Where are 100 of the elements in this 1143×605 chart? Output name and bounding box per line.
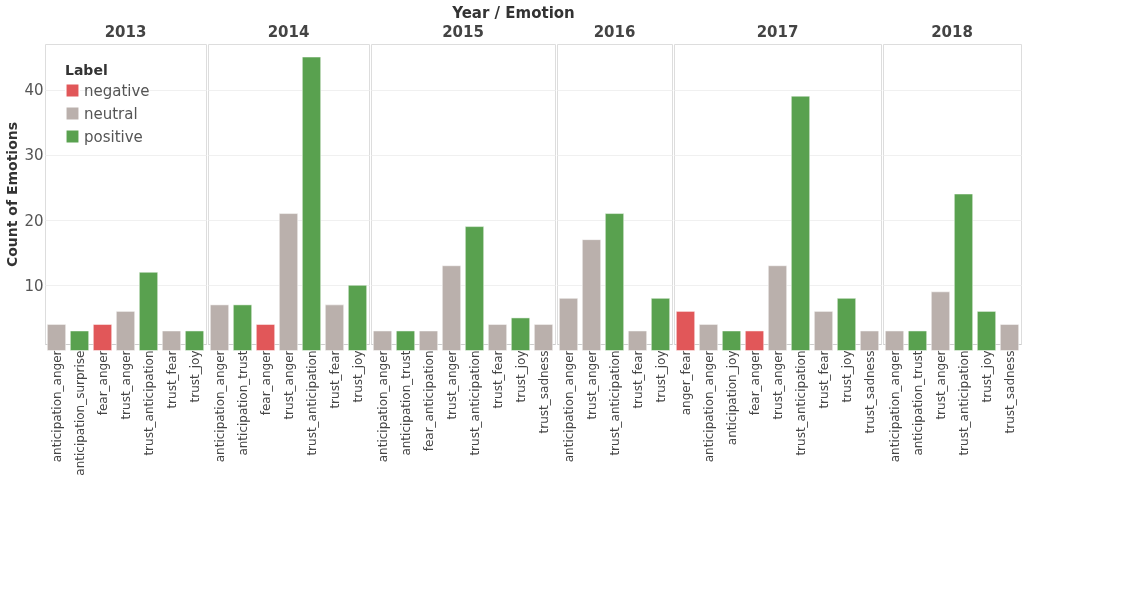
bar — [676, 311, 695, 351]
x-tick-label: trust_anticipation — [956, 350, 971, 456]
bar — [908, 330, 927, 351]
bar — [465, 226, 484, 351]
x-tick-label: trust_joy — [653, 350, 668, 403]
chart-title: 2018 — [931, 23, 973, 41]
x-tick-label: trust_anticipation — [141, 350, 156, 456]
bar — [373, 330, 392, 351]
legend-label: positive — [84, 127, 143, 146]
x-tick-label: trust_sadness — [536, 350, 551, 434]
bar — [837, 298, 856, 351]
bar — [977, 311, 996, 351]
y-tick-label: 10 — [24, 276, 44, 295]
bar — [302, 56, 321, 351]
x-tick-label: trust_anger — [118, 350, 133, 420]
chart-title: 2013 — [104, 23, 147, 41]
bar — [885, 330, 904, 351]
bar — [931, 291, 950, 351]
x-tick-label: anticipation_joy — [724, 350, 739, 446]
bar — [279, 213, 298, 351]
x-tick-label: trust_fear — [630, 350, 645, 409]
bar — [605, 213, 624, 351]
x-tick-label: anger_fear — [678, 350, 693, 416]
bar — [139, 272, 158, 351]
bar — [348, 285, 367, 351]
chart-title: 2015 — [442, 23, 484, 41]
x-tick-label: anticipation_anger — [375, 350, 390, 463]
x-tick-label: anticipation_anger — [561, 350, 576, 463]
bar — [559, 298, 578, 351]
x-tick-label: trust_joy — [350, 350, 365, 403]
x-tick-label: trust_fear — [327, 350, 342, 409]
bar — [954, 193, 973, 351]
x-tick-label: trust_joy — [187, 350, 202, 403]
bar — [745, 330, 764, 351]
x-tick-label: anticipation_anger — [887, 350, 902, 463]
x-tick-label: trust_anger — [584, 350, 599, 420]
x-tick-label: trust_anticipation — [467, 350, 482, 456]
bar — [768, 265, 787, 351]
bar — [628, 330, 647, 351]
x-tick-label: trust_joy — [839, 350, 854, 403]
x-tick-label: trust_fear — [490, 350, 505, 409]
x-tick-label: fear_anger — [747, 350, 762, 416]
y-tick-label: 30 — [24, 146, 44, 165]
legend-label: neutral — [84, 104, 138, 123]
bar — [47, 324, 66, 351]
x-tick-label: trust_joy — [513, 350, 528, 403]
bar — [699, 324, 718, 351]
x-tick-label: trust_anger — [933, 350, 948, 420]
bar — [511, 317, 530, 351]
x-tick-label: trust_anticipation — [304, 350, 319, 456]
bar — [210, 304, 229, 351]
bar — [162, 330, 181, 351]
bar — [722, 330, 741, 351]
x-tick-label: trust_anger — [770, 350, 785, 420]
x-tick-label: trust_anger — [444, 350, 459, 420]
x-tick-label: anticipation_trust — [910, 350, 925, 456]
bar — [185, 330, 204, 351]
bar — [256, 324, 275, 351]
x-tick-label: anticipation_anger — [701, 350, 716, 463]
chart-title: 2016 — [593, 23, 636, 41]
bar — [419, 330, 438, 351]
x-tick-label: trust_fear — [164, 350, 179, 409]
bar — [116, 311, 135, 351]
x-tick-label: anticipation_trust — [235, 350, 250, 456]
y-tick-label: 20 — [24, 211, 44, 230]
bar — [488, 324, 507, 351]
bar — [814, 311, 833, 351]
y-axis-title: Count of Emotions — [4, 121, 21, 268]
chart-title: 2014 — [267, 23, 310, 41]
x-tick-label: trust_sadness — [862, 350, 877, 434]
bar — [325, 304, 344, 351]
x-tick-label: fear_anger — [95, 350, 110, 416]
bar — [396, 330, 415, 351]
bar — [860, 330, 879, 351]
bar — [233, 304, 252, 351]
x-tick-label: trust_anticipation — [607, 350, 622, 456]
bar — [534, 324, 553, 351]
bar — [582, 239, 601, 351]
x-tick-label: trust_sadness — [1002, 350, 1017, 434]
legend-label: negative — [84, 81, 150, 100]
y-tick-label: 40 — [24, 81, 44, 100]
bar — [70, 330, 89, 351]
bar — [1000, 324, 1019, 351]
x-tick-label: trust_anticipation — [793, 350, 808, 456]
x-tick-label: anticipation_anger — [212, 350, 227, 463]
legend-title: Label — [65, 62, 108, 78]
x-tick-label: trust_anger — [281, 350, 296, 420]
bar — [442, 265, 461, 351]
bar — [93, 324, 112, 351]
x-tick-label: fear_anticipation — [421, 350, 436, 452]
bar — [791, 95, 810, 351]
text: Year / Emotion — [451, 3, 575, 22]
x-tick-label: fear_anger — [258, 350, 273, 416]
x-tick-label: trust_fear — [816, 350, 831, 409]
x-tick-label: anticipation_anger — [49, 350, 64, 463]
x-tick-label: anticipation_trust — [398, 350, 413, 456]
bar — [651, 298, 670, 351]
chart-title: 2017 — [756, 23, 799, 41]
x-tick-label: anticipation_surprise — [72, 350, 87, 476]
x-tick-label: trust_joy — [979, 350, 994, 403]
